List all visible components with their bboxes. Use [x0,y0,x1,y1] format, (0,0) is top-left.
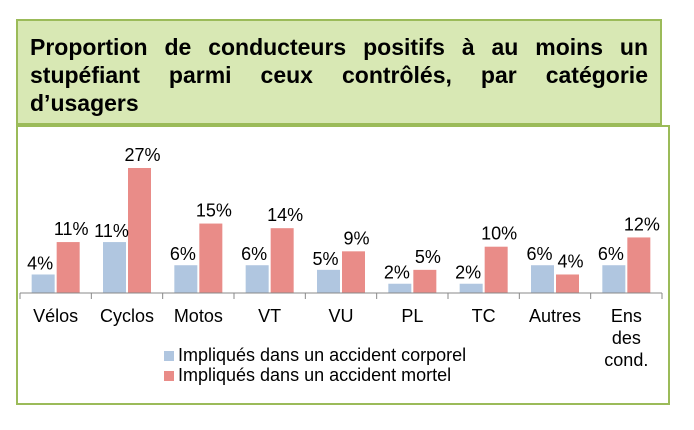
bar-mortel-6 [413,269,437,293]
title-box: Proportion de conducteurs positifs à au … [16,19,662,125]
value-label-mortel-9: 12% [624,214,660,234]
value-label-corporel-1: 4% [27,253,53,273]
category-label-9: Ens des cond. [604,306,648,370]
bar-mortel-2 [128,167,151,293]
category-label-7: TC [472,306,496,326]
value-label-mortel-7: 10% [481,224,517,244]
bar-corporel-5 [317,269,340,293]
bar-mortel-8 [556,274,579,293]
category-label-2: Cyclos [100,306,154,326]
bar-corporel-8 [531,265,554,293]
legend-label-1: Impliqués dans un accident corporel [178,345,466,365]
bar-corporel-2 [103,242,126,293]
value-label-mortel-4: 14% [267,205,303,225]
value-label-mortel-3: 15% [196,201,232,221]
category-label-8: Autres [529,306,581,326]
legend: Impliqués dans un accident corporelImpli… [164,345,466,385]
value-label-corporel-2: 11% [94,221,129,241]
legend-swatch-2 [164,371,174,381]
value-label-corporel-9: 6% [598,244,624,264]
bar-mortel-9 [627,237,651,293]
bar-corporel-9 [602,265,626,293]
value-label-corporel-6: 2% [384,263,410,283]
value-label-mortel-2: 27% [124,145,160,165]
value-label-mortel-5: 9% [343,228,369,248]
value-label-mortel-6: 5% [415,247,441,267]
bar-mortel-1 [56,242,80,293]
legend-label-2: Impliqués dans un accident mortel [178,365,451,385]
category-label-5: VU [328,306,353,326]
value-label-corporel-7: 2% [455,263,481,283]
bar-mortel-7 [484,246,508,293]
bar-corporel-6 [388,283,412,293]
bar-mortel-4 [270,228,294,293]
value-label-mortel-8: 4% [557,251,583,271]
legend-swatch-1 [164,351,174,361]
value-label-corporel-4: 6% [241,244,267,264]
value-label-corporel-8: 6% [526,244,552,264]
value-label-corporel-3: 6% [170,244,196,264]
value-label-mortel-1: 11% [54,219,89,239]
value-label-corporel-5: 5% [312,249,338,269]
bar-corporel-4 [245,265,269,293]
bar-mortel-3 [199,223,223,293]
category-labels: Vélos Cyclos Motos VT VU PL TC Autres Ens des cond… [33,306,648,370]
bars-group [31,167,651,293]
category-label-4: VT [258,306,281,326]
category-label-6: PL [401,306,423,326]
category-label-3: Motos [174,306,223,326]
bar-mortel-5 [342,251,365,293]
value-labels-group: 4%11% 11%27%6%15%6%14%5%9%2%5%2%10%6% 4% 6%… [27,145,660,283]
bar-corporel-3 [174,265,198,293]
bar-corporel-7 [459,283,483,293]
bar-corporel-1 [31,274,55,293]
category-label-1: Vélos [33,306,78,326]
chart-title: Proportion de conducteurs positifs à au … [30,34,648,116]
x-axis-ticks [19,293,663,299]
